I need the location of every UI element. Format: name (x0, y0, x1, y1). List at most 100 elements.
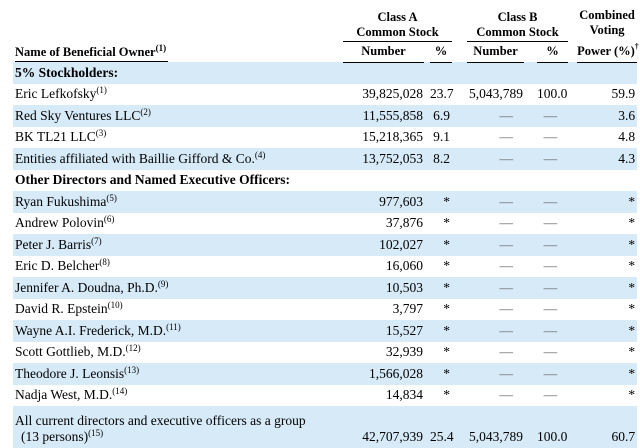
class-a-number-cell: 37,876 (385, 215, 423, 230)
class-a-pct-cell: * (443, 365, 451, 381)
spacer-cell (524, 127, 537, 149)
spacer-cell (568, 148, 577, 170)
table-row: Wayne A.I. Frederick, M.D.(11) 15,527 * — — * (13, 320, 638, 342)
class-b-number-cell: 5,043,789 (469, 86, 524, 101)
spacer-cell (452, 342, 467, 364)
class-b-number-cell: — (499, 193, 514, 209)
combined-line2: Voting (589, 23, 625, 37)
table-row: Theodore J. Leonsis(13) 1,566,028 * — — * (13, 363, 638, 385)
footnote-marker: (3) (95, 128, 107, 138)
spacer-cell (568, 213, 577, 235)
table-row: Nadja West, M.D.(14) 14,834 * — — * (13, 385, 637, 407)
class-b-number-cell: — (499, 279, 514, 295)
table-row: Entities affiliated with Baillie Gifford… (13, 148, 638, 170)
combined-voting-cell: 60.7 (611, 429, 636, 444)
spacer-cell (568, 299, 577, 321)
class-b-pct-cell: — (543, 193, 558, 209)
section-row: 5% Stockholders: (13, 62, 638, 84)
name-cell: Nadja West, M.D.(14) (13, 385, 343, 407)
class-b-pct-cell: — (543, 322, 558, 338)
combined-voting-header: Combined Voting (577, 4, 637, 41)
spacer-cell (524, 342, 537, 364)
spacer-cell (524, 191, 537, 213)
table-row: Eric D. Belcher(8) 16,060 * — — * (13, 256, 637, 278)
spacer-cell (452, 127, 467, 149)
class-b-number-cell: — (499, 301, 514, 316)
class-a-pct-cell: * (443, 236, 451, 252)
class-a-pct-cell: 25.4 (430, 429, 454, 444)
spacer-cell (524, 213, 537, 235)
combined-voting-cell: * (628, 322, 636, 338)
table-body: 5% Stockholders: Eric Lefkofsky(1) 39,825,… (13, 62, 638, 448)
class-a-pct-cell: * (443, 322, 451, 338)
spacer-cell (452, 406, 467, 448)
class-a-pct-cell: * (443, 344, 451, 359)
section-label: Other Directors and Named Executive Offi… (15, 172, 291, 187)
class-a-number-cell: 1,566,028 (369, 365, 423, 381)
power-label: Power (%) (577, 43, 635, 58)
class-b-pct-cell: — (543, 215, 558, 230)
class-b-number-cell: — (499, 322, 514, 338)
spacer-cell (524, 299, 537, 321)
spacer-cell (452, 148, 467, 170)
spacer-cell (524, 406, 537, 448)
class-b-number-cell: — (499, 129, 514, 144)
footnote-marker: (7) (91, 235, 102, 246)
class-b-pct-cell: — (543, 301, 558, 316)
class-a-number-cell: 3,797 (392, 301, 423, 316)
class-b-number-header: Number (467, 41, 525, 63)
owner-name: Nadja West, M.D. (15, 387, 113, 402)
table-row: Andrew Polovin(6) 37,876 * — — * (13, 213, 637, 235)
name-cell: David R. Epstein(10) (13, 299, 343, 321)
class-a-pct-cell: * (443, 258, 451, 273)
combined-voting-cell: * (628, 279, 636, 295)
spacer-cell (524, 363, 537, 385)
name-column-header: Name of Beneficial Owner(1) (13, 41, 343, 62)
class-b-number-cell: — (499, 215, 514, 230)
spacer-cell (452, 191, 467, 213)
class-a-number-cell: 14,834 (385, 387, 423, 402)
owner-name: David R. Epstein (15, 301, 108, 316)
class-a-number-cell: 32,939 (385, 344, 423, 359)
combined-voting-cell: * (628, 193, 636, 209)
class-a-pct-cell: * (443, 193, 451, 209)
owner-name: Wayne A.I. Frederick, M.D. (15, 322, 167, 338)
footnote-marker: (6) (103, 214, 115, 224)
class-b-number-cell: — (499, 387, 514, 402)
spacer-cell (452, 105, 467, 127)
footnote-marker: (15) (88, 428, 104, 438)
class-b-number-cell: — (499, 258, 514, 273)
owner-name: Jennifer A. Doudna, Ph.D. (15, 279, 158, 295)
class-b-number-cell: — (499, 344, 514, 359)
footnote-marker: (5) (106, 192, 117, 203)
spacer-cell (452, 320, 467, 342)
class-b-pct-cell: — (543, 107, 558, 123)
spacer-cell (568, 234, 577, 256)
class-a-subtitle: Common Stock (356, 24, 439, 39)
class-a-number-cell: 15,527 (385, 322, 423, 338)
combined-line1: Combined (579, 8, 635, 22)
name-cell: Jennifer A. Doudna, Ph.D.(9) (13, 277, 343, 299)
spacer-cell (524, 256, 537, 278)
spacer-cell (452, 4, 467, 41)
spacer-cell (568, 41, 577, 62)
spacer-cell (568, 320, 577, 342)
section-row: Other Directors and Named Executive Offi… (13, 170, 637, 192)
beneficial-ownership-table: Class A Common Stock Class B Common Stoc… (13, 4, 639, 448)
table-row: Eric Lefkofsky(1) 39,825,028 23.7 5,043,789… (13, 84, 637, 106)
owner-name: Scott Gottlieb, M.D. (15, 344, 126, 359)
spacer-cell (568, 191, 577, 213)
class-b-pct-cell: — (543, 279, 558, 295)
footnote-marker: (12) (125, 343, 141, 353)
spacer-cell (452, 234, 467, 256)
owner-name: Ryan Fukushima (15, 193, 107, 209)
name-header-footnote: (1) (155, 43, 167, 53)
table-row: Peter J. Barris(7) 102,027 * — — * (13, 234, 638, 256)
spacer-cell (452, 213, 467, 235)
combined-voting-cell: 4.8 (618, 129, 636, 144)
spacer-cell (524, 234, 537, 256)
combined-voting-cell: 4.3 (618, 150, 636, 166)
owner-name: Theodore J. Leonsis (15, 365, 125, 381)
class-b-pct-cell: — (543, 236, 558, 252)
header-column-row: Name of Beneficial Owner(1) Number % Num… (13, 41, 639, 63)
